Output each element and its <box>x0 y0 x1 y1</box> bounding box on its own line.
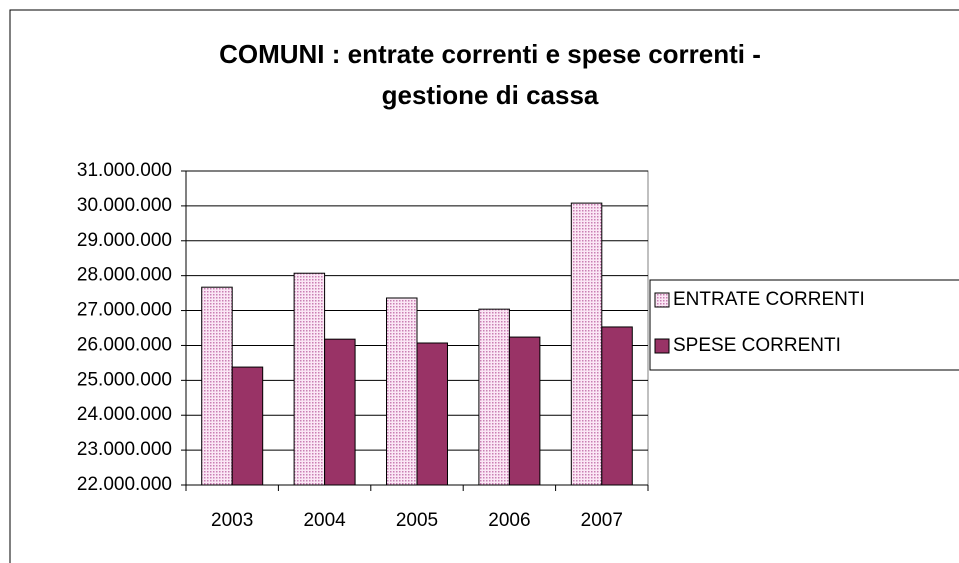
chart-title: gestione di cassa <box>382 80 599 110</box>
y-tick-label: 24.000.000 <box>77 404 172 425</box>
legend-box <box>649 279 959 371</box>
y-tick-label: 26.000.000 <box>77 334 172 355</box>
bar <box>416 342 448 486</box>
bar <box>570 202 603 486</box>
legend-label: SPESE CORRENTI <box>673 335 841 356</box>
y-tick-label: 29.000.000 <box>77 230 172 251</box>
y-tick-label: 22.000.000 <box>77 474 172 495</box>
y-tick-label: 23.000.000 <box>77 439 172 460</box>
bar <box>478 308 510 486</box>
x-tick-label: 2007 <box>581 510 623 531</box>
bar <box>231 366 264 486</box>
x-tick-label: 2006 <box>488 510 530 531</box>
bar <box>324 338 356 486</box>
legend-swatch <box>654 292 670 308</box>
bar <box>508 336 541 486</box>
y-tick-label: 27.000.000 <box>77 300 172 321</box>
bar <box>201 286 233 486</box>
y-tick-label: 31.000.000 <box>77 160 172 181</box>
y-tick-label: 30.000.000 <box>77 195 172 216</box>
chart-title: COMUNI : entrate correnti e spese corren… <box>219 39 761 69</box>
x-tick-label: 2005 <box>396 510 438 531</box>
legend-swatch <box>654 338 670 354</box>
legend-label: ENTRATE CORRENTI <box>673 289 865 310</box>
x-tick-label: 2004 <box>303 510 346 531</box>
bar <box>293 272 326 486</box>
bar <box>386 297 418 486</box>
y-tick-label: 28.000.000 <box>77 265 172 286</box>
x-tick-label: 2003 <box>211 510 253 531</box>
bar <box>601 326 633 486</box>
y-tick-label: 25.000.000 <box>77 369 172 390</box>
